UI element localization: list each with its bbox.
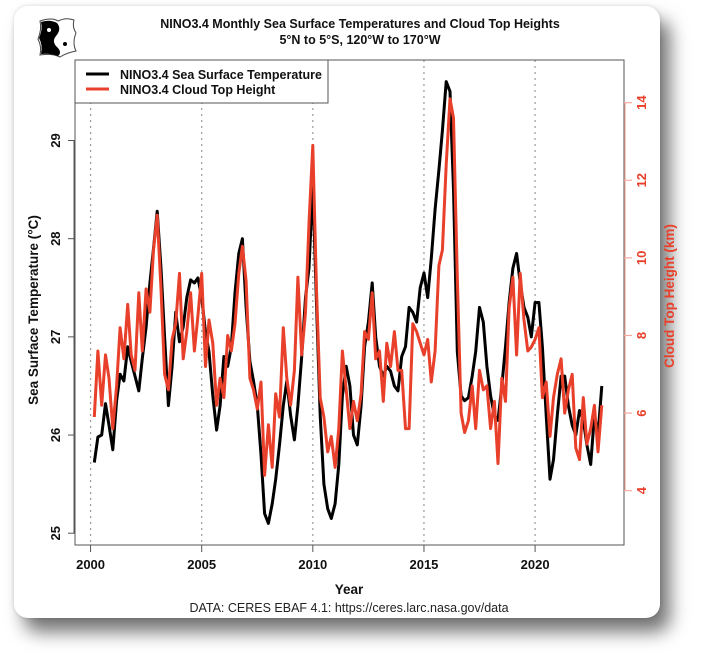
- x-tick-label: 2010: [298, 557, 327, 572]
- yin-yang-logo-icon: [37, 18, 77, 58]
- sst-series: [92, 80, 604, 525]
- y-tick-label-right: 8: [634, 332, 649, 339]
- x-axis-label: Year: [335, 582, 364, 597]
- sst-line: [92, 80, 604, 525]
- chart-subtitle: 5°N to 5°S, 120°W to 170°W: [279, 33, 440, 47]
- y-axis-left: 25 26 27 28 29: [48, 133, 75, 540]
- y-axis-right: 4 6 8 10 12 14: [624, 95, 649, 494]
- y-tick-label: 29: [48, 133, 63, 147]
- y-tick-label: 26: [48, 428, 63, 442]
- legend-box: [74, 59, 329, 104]
- x-axis: 2000 2005 2010 2015 2020: [76, 545, 550, 572]
- y-axis-label-left: Sea Surface Temperature (°C): [26, 215, 41, 405]
- y-tick-label-right: 4: [634, 486, 649, 494]
- cth-line: [92, 97, 604, 477]
- y-tick-label-right: 6: [634, 409, 649, 416]
- plot-frame: [74, 59, 625, 546]
- y-tick-label: 25: [48, 526, 63, 540]
- cth-series: [92, 97, 604, 477]
- legend: NINO3.4 Sea Surface Temperature NINO3.4 …: [74, 59, 329, 104]
- y-tick-label-right: 14: [634, 95, 649, 110]
- x-tick-label: 2020: [521, 557, 550, 572]
- y-tick-label-right: 10: [634, 251, 649, 265]
- chart-title: NINO3.4 Monthly Sea Surface Temperatures…: [160, 17, 560, 31]
- y-tick-label: 27: [48, 330, 63, 344]
- x-tick-label: 2000: [76, 557, 105, 572]
- legend-label-sst: NINO3.4 Sea Surface Temperature: [120, 68, 322, 82]
- legend-label-cth: NINO3.4 Cloud Top Height: [120, 83, 276, 97]
- data-credit: DATA: CERES EBAF 4.1: https://ceres.larc…: [189, 601, 508, 615]
- y-tick-label: 28: [48, 231, 63, 245]
- y-axis-label-right: Cloud Top Height (km): [662, 224, 677, 368]
- chart-card: [14, 6, 660, 618]
- x-tick-label: 2005: [187, 557, 216, 572]
- x-tick-label: 2015: [409, 557, 438, 572]
- y-tick-label-right: 12: [634, 173, 649, 187]
- grid-lines: [89, 60, 536, 545]
